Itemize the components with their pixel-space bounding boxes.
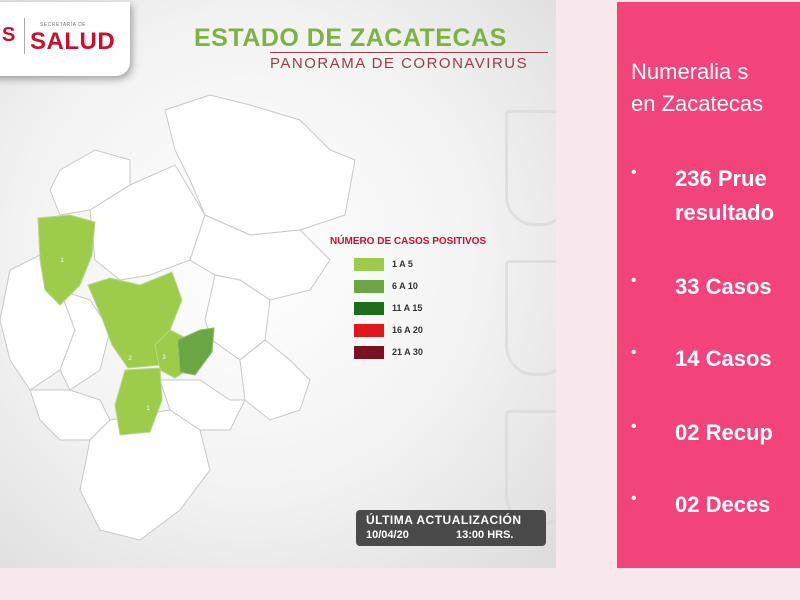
numeralia-text: 14 Casos (675, 346, 772, 371)
numeralia-text: 236 Prue resultado (675, 162, 774, 230)
last-update-date: 10/04/20 (366, 529, 409, 541)
numeralia-line: resultado (675, 200, 775, 225)
legend-item: 21 A 30 (330, 341, 486, 363)
municipality-case-1 (37, 214, 96, 306)
legend-label: 11 A 15 (392, 303, 423, 313)
heading-line: Numeralia s (631, 59, 749, 84)
map-legend: NÚMERO DE CASOS POSITIVOS 1 A 5 6 A 10 1… (330, 236, 486, 363)
legend-swatch (354, 323, 384, 337)
municipality-case-label: 2 (128, 356, 132, 362)
crest-watermark (505, 110, 556, 226)
municipality-case-label: 3 (162, 355, 166, 361)
municipality-south-2 (159, 379, 246, 431)
municipality-west-2 (59, 289, 111, 391)
legend-swatch (354, 301, 384, 315)
last-update-title: ÚLTIMA ACTUALIZACIÓN (366, 513, 522, 527)
legend-swatch (354, 279, 384, 293)
legend-label: 1 A 5 (392, 259, 413, 269)
bullet-icon: • (631, 490, 637, 507)
bullet-icon: • (631, 344, 637, 361)
municipality-case-label: 1 (60, 258, 64, 264)
numeralia-panel: Numeralia s en Zacatecas • 236 Prue resu… (617, 2, 800, 568)
map-panel: 1 2 3 1 ESTADO DE ZACATECAS PANORAMA DE … (0, 0, 556, 568)
logo-small-text: SECRETARÍA DE (40, 22, 87, 28)
legend-item: 6 A 10 (330, 275, 486, 297)
map-subtitle: PANORAMA DE CORONAVIRUS (270, 55, 529, 72)
legend-swatch (354, 257, 384, 271)
numeralia-line: 236 Prue (675, 166, 767, 191)
legend-label: 21 A 30 (392, 347, 423, 357)
legend-item: 16 A 20 (330, 319, 486, 341)
bullet-icon: • (631, 272, 637, 289)
municipality-northwest-edge (49, 149, 131, 216)
legend-item: 1 A 5 (330, 253, 486, 275)
municipality-southeast (239, 339, 311, 421)
numeralia-heading: Numeralia s en Zacatecas (631, 56, 763, 120)
last-update-time: 13:00 HRS. (456, 529, 514, 541)
zacatecas-map: 1 2 3 1 (0, 94, 356, 541)
bullet-icon: • (631, 164, 637, 181)
heading-line: en Zacatecas (631, 91, 764, 116)
subtitle-divider (270, 52, 548, 53)
map-title: ESTADO DE ZACATECAS (194, 24, 507, 52)
numeralia-text: 02 Recup (675, 420, 773, 445)
numeralia-text: 02 Deces (675, 492, 771, 517)
numeralia-text: 33 Casos (675, 274, 772, 299)
legend-swatch (354, 345, 384, 359)
municipality-case-5 (177, 327, 215, 376)
legend-title: NÚMERO DE CASOS POSITIVOS (330, 236, 487, 247)
last-update-box: ÚLTIMA ACTUALIZACIÓN 10/04/20 13:00 HRS. (356, 510, 546, 546)
logo-main-text: SALUD (30, 28, 116, 55)
municipality-case-label: 1 (146, 406, 150, 412)
salud-logo: S SECRETARÍA DE SALUD (0, 2, 130, 76)
municipality-case-4 (114, 367, 163, 436)
logo-separator (24, 18, 25, 54)
municipality-east (189, 214, 331, 301)
logo-left-text: S (2, 24, 16, 46)
municipality-northeast (164, 94, 356, 236)
legend-item: 11 A 15 (330, 297, 486, 319)
legend-label: 6 A 10 (392, 281, 418, 291)
legend-label: 16 A 20 (392, 325, 423, 335)
bullet-icon: • (631, 418, 637, 435)
crest-watermark (505, 260, 556, 376)
